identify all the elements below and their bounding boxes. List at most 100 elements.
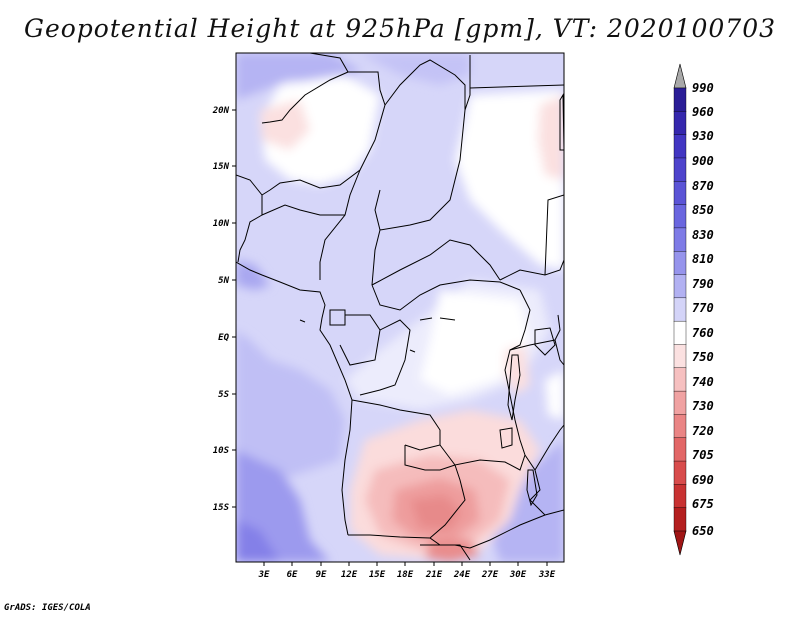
colorbar-swatch [673, 274, 687, 299]
zone-830-corner [236, 520, 280, 562]
colorbar-bottom-arrow [673, 530, 687, 556]
lon-label: 18E [397, 570, 414, 580]
lon-label: 9E [316, 570, 327, 580]
colorbar-label: 720 [692, 424, 714, 438]
border-car-south [371, 279, 521, 311]
border-malawi [524, 454, 546, 516]
border-nigeria-north [261, 204, 345, 216]
colorbar-swatch [673, 227, 687, 252]
colorbar-label: 650 [692, 524, 714, 538]
colorbar: 990 960 930 900 870 850 830 810 790 770 … [673, 63, 714, 556]
colorbar-swatch [673, 297, 687, 322]
lake-malawi [526, 469, 538, 507]
colorbar-label: 870 [692, 179, 714, 193]
colorbar-swatch [673, 251, 687, 276]
lake-mweru [499, 427, 513, 449]
red-sea-coast [559, 93, 564, 151]
border-ethiopia [544, 194, 564, 276]
colorbar-label: 900 [692, 154, 714, 168]
colorbar-label: 705 [692, 448, 714, 462]
colorbar-label: 750 [692, 350, 714, 364]
border-sahel-north [261, 53, 386, 196]
zone-760-coast [545, 370, 564, 420]
colorbar-label: 760 [692, 326, 714, 340]
colorbar-label: 770 [692, 301, 714, 315]
colorbar-swatch [673, 181, 687, 206]
lon-label: 33E [538, 570, 556, 580]
lat-label: EQ [218, 333, 229, 343]
colorbar-swatch [673, 344, 687, 369]
lon-label: 6E [287, 570, 298, 580]
border-egypt-sudan [469, 84, 564, 89]
zone-790-guinea [236, 260, 270, 290]
zone-750-north-patch [260, 100, 310, 150]
border-lake-chad [374, 189, 381, 231]
colorbar-swatch [673, 111, 687, 136]
border-equatorial-guinea [329, 309, 346, 326]
border-congo [359, 319, 411, 396]
river-segment-1 [419, 317, 433, 321]
colorbar-top-arrow [673, 63, 687, 89]
lon-label: 30E [509, 570, 527, 580]
border-chad-sudan [371, 109, 466, 286]
colorbar-swatch [673, 204, 687, 229]
zone-790-north [236, 53, 360, 100]
lat-label: 5S [218, 390, 229, 400]
border-angola-east [404, 445, 456, 471]
colorbar-label: 740 [692, 375, 714, 389]
colorbar-swatch [673, 507, 687, 532]
lon-label: 3E [258, 570, 270, 580]
zone-790-southeast [490, 440, 564, 562]
colorbar-swatch [673, 134, 687, 159]
colorbar-swatch [673, 320, 687, 345]
lake-victoria [534, 327, 556, 356]
river-segment-2 [439, 317, 456, 321]
zone-720-center [410, 495, 462, 530]
border-drc-east [504, 289, 531, 456]
lon-label: 12E [341, 570, 358, 580]
colorbar-label: 960 [692, 105, 714, 119]
zone-790-atlantic [236, 330, 345, 480]
border-nigeria-east [319, 169, 361, 280]
map-panel [236, 53, 564, 562]
lon-label: 21E [425, 570, 443, 580]
credit-label: GrADS: IGES/COLA [4, 603, 91, 613]
border-tanzania-mozambique [534, 424, 564, 471]
river-segment-4 [409, 349, 416, 353]
border-car-north [371, 239, 501, 286]
lat-label: 10S [213, 446, 230, 456]
colorbar-swatch [673, 460, 687, 485]
zone-760-sudan [455, 90, 564, 270]
colorbar-label: 730 [692, 399, 714, 413]
zone-750-east-patch [538, 95, 564, 180]
border-gabon [339, 314, 381, 366]
zone-750-rift-patch [505, 345, 530, 395]
colorbar-label: 830 [692, 228, 714, 242]
river-segment-3 [299, 319, 306, 323]
colorbar-label: 675 [692, 497, 714, 511]
colorbar-labels: 990 960 930 900 870 850 830 810 790 770 … [692, 81, 714, 538]
zone-790-north-b [360, 53, 470, 85]
border-westcoast [236, 174, 263, 263]
colorbar-swatches [673, 87, 687, 532]
colorbar-swatch [673, 157, 687, 182]
longitude-axis: 3E 6E 9E 12E 15E 18E 21E 24E 27E 30E 33E [258, 562, 556, 580]
colorbar-label: 850 [692, 203, 714, 217]
border-caprivi [420, 544, 471, 561]
border-angola-north [351, 399, 441, 451]
lon-label: 24E [453, 570, 471, 580]
lat-label: 15S [213, 503, 230, 513]
colorbar-label: 930 [692, 129, 714, 143]
lon-label: 15E [369, 570, 386, 580]
lat-label: 15N [213, 162, 230, 172]
colorbar-swatch [673, 390, 687, 415]
latitude-axis: 20N 15N 10N 5N EQ 5S 10S 15S [212, 106, 236, 513]
border-kenya-tanzania [554, 339, 564, 366]
country-borders [236, 53, 564, 561]
map-frame [235, 52, 565, 563]
colorbar-label: 810 [692, 252, 714, 266]
page-title: Geopotential Height at 925hPa [gpm], VT:… [23, 14, 777, 43]
border-mali [261, 71, 349, 124]
lat-label: 10N [213, 219, 230, 229]
